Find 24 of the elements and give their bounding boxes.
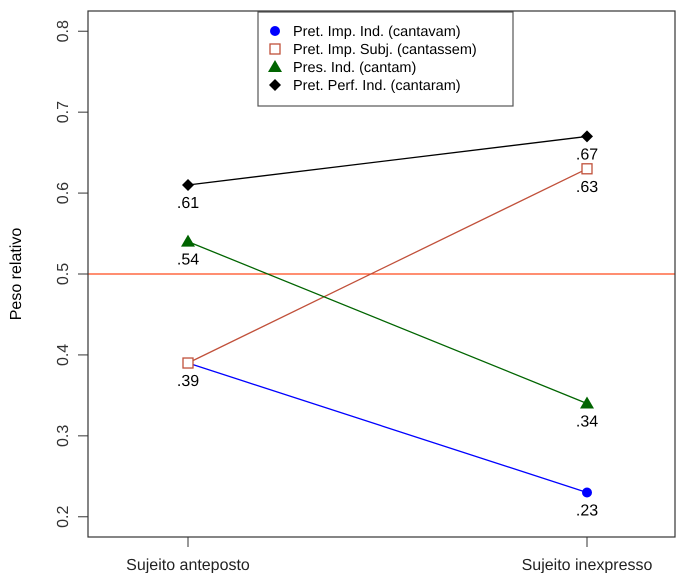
data-label: .39	[176, 373, 200, 390]
data-label: .61	[176, 194, 200, 212]
x-tick-label: Sujeito anteposto	[126, 557, 250, 573]
y-tick-label: 0.2	[55, 506, 72, 528]
y-tick-label: 0.3	[55, 424, 72, 447]
data-label: .23	[576, 502, 598, 520]
data-label: .63	[576, 178, 598, 196]
y-tick-label: 0.4	[55, 344, 72, 366]
legend-label: Pres. Ind. (cantam)	[293, 60, 416, 76]
data-label: .54	[176, 252, 200, 269]
data-label: .34	[576, 413, 598, 430]
y-tick-label: 0.7	[55, 100, 72, 124]
y-tick-label: 0.6	[55, 182, 72, 204]
legend-label: Pret. Imp. Subj. (cantassem)	[293, 42, 477, 58]
point	[582, 487, 592, 498]
x-tick-label: Sujeito inexpresso	[522, 557, 652, 573]
y-axis-title: Peso relativo	[8, 228, 25, 320]
legend-label: Pret. Imp. Ind. (cantavam)	[293, 24, 461, 40]
legend-label: Pret. Perf. Ind. (cantaram)	[293, 78, 461, 94]
y-tick-label: 0.5	[55, 262, 72, 286]
data-label: .67	[576, 146, 598, 164]
point	[182, 178, 194, 191]
point	[581, 130, 593, 142]
y-tick-label: 0.8	[55, 20, 72, 42]
